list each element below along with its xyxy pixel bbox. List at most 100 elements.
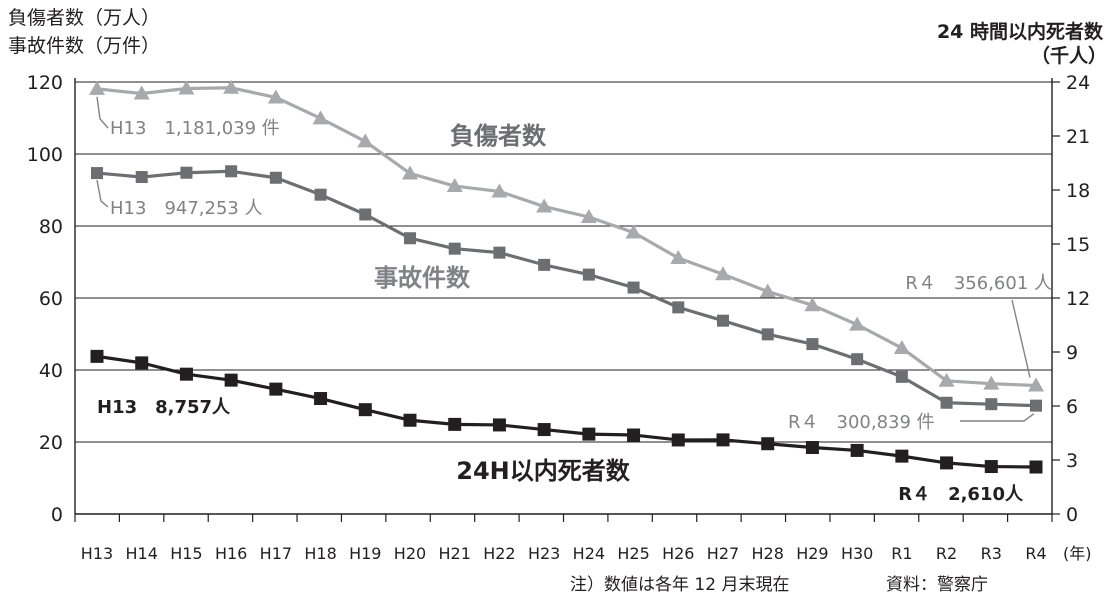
series-line	[96, 169, 1037, 408]
data-point	[91, 167, 103, 180]
data-point	[314, 392, 328, 406]
x-tick-label: H22	[483, 544, 515, 563]
data-point	[761, 328, 774, 341]
y-left-tick-label: 60	[39, 288, 63, 310]
data-point	[135, 356, 149, 370]
x-tick-label: H19	[349, 544, 381, 563]
data-point	[537, 423, 551, 437]
annotation-accidents-start: H13 947,253 人	[110, 198, 263, 219]
y-left-tick-label: 100	[27, 144, 63, 166]
data-point	[493, 246, 506, 259]
y-right-label-line2: （千人）	[1031, 44, 1107, 67]
leader-injured-start	[96, 96, 109, 129]
annotation-deaths-start: H13 8,757人	[97, 397, 231, 418]
data-point	[180, 166, 193, 179]
x-tick-label: R2	[936, 544, 957, 563]
data-point	[1029, 460, 1043, 474]
y-right-label-line1: 24 時間以内死者数	[937, 20, 1104, 43]
data-point	[582, 268, 595, 281]
data-point	[625, 224, 642, 239]
data-point	[984, 460, 998, 474]
x-tick-label: H23	[528, 544, 560, 563]
series-markers	[89, 79, 1044, 474]
x-tick-label: H26	[662, 544, 694, 563]
x-tick-label: H16	[215, 544, 247, 563]
leader-accidents-end	[960, 413, 1035, 422]
x-tick-label: H27	[707, 544, 739, 563]
data-point	[404, 232, 416, 245]
x-tick-label: H14	[126, 544, 158, 563]
data-point	[448, 242, 461, 255]
y-right-tick-label: 12	[1066, 288, 1090, 310]
data-point	[671, 433, 685, 447]
data-point	[133, 85, 150, 100]
x-tick-label: H24	[573, 544, 605, 563]
x-axis-unit: (年)	[1063, 544, 1092, 563]
y-right-tick-label: 0	[1066, 504, 1078, 526]
data-point	[491, 183, 508, 198]
data-point	[983, 375, 1000, 390]
series-label-injured: 負傷者数	[450, 122, 547, 150]
data-point	[895, 449, 909, 463]
y-left-tick-label: 80	[39, 216, 63, 238]
leader-injured-end	[1011, 299, 1031, 378]
data-point	[985, 398, 998, 411]
data-point	[359, 208, 372, 221]
x-tick-label: H30	[841, 544, 873, 563]
data-point	[179, 367, 193, 381]
data-point	[759, 283, 776, 298]
data-point	[1028, 377, 1044, 392]
series-label-deaths: 24H以内死者数	[456, 457, 630, 485]
x-tick-label: R3	[981, 544, 1002, 563]
data-point	[761, 437, 775, 451]
data-point	[850, 443, 864, 457]
y-right-tick-label: 3	[1066, 450, 1078, 472]
data-point	[269, 382, 283, 396]
annotation-injured-end: R４ 356,601 人	[905, 273, 1052, 294]
data-point	[225, 165, 238, 178]
data-point	[582, 427, 596, 441]
annotation-leader-lines	[96, 96, 1035, 422]
y-left-tick-label: 0	[51, 504, 63, 526]
y-left-tick-label: 40	[39, 360, 63, 382]
x-tick-label: H29	[796, 544, 828, 563]
data-point	[580, 209, 597, 223]
axes: 0 20 40 60 80 100 120 0 3 6 9 12 15 18 21 24 H13 H14 H15 H1…	[27, 72, 1090, 563]
annotation-injured-start: H13 1,181,039 件	[110, 118, 280, 139]
data-point	[717, 314, 729, 327]
data-point	[492, 418, 506, 432]
data-point	[1030, 399, 1042, 412]
series-line	[96, 354, 1037, 469]
x-tick-label: H25	[617, 544, 649, 563]
data-point	[267, 89, 284, 104]
data-point	[224, 373, 238, 387]
data-point	[312, 110, 329, 125]
y-left-tick-label: 120	[27, 72, 63, 94]
data-point	[672, 301, 685, 314]
grid-lines	[75, 81, 1052, 443]
y-left-label-line1: 負傷者数（万人）	[8, 7, 160, 29]
y-right-tick-label: 24	[1066, 72, 1090, 94]
data-point	[805, 441, 819, 455]
data-point	[940, 396, 953, 409]
data-point	[893, 340, 910, 355]
x-tick-label: H28	[752, 544, 784, 563]
data-point	[358, 403, 372, 417]
data-point	[135, 171, 148, 184]
data-point	[940, 456, 954, 470]
chart-source: 資料：警察庁	[886, 575, 988, 595]
data-point	[538, 258, 551, 271]
data-point	[804, 297, 821, 312]
data-point	[716, 433, 730, 447]
series-label-accidents: 事故件数	[374, 264, 471, 292]
data-point	[849, 316, 866, 331]
y-left-label-line2: 事故件数（万件）	[8, 35, 160, 57]
series-line	[96, 86, 1037, 388]
data-point	[670, 250, 687, 265]
data-point	[269, 171, 282, 184]
y-right-tick-label: 21	[1066, 126, 1090, 148]
data-point	[402, 165, 418, 180]
x-tick-label: H17	[260, 544, 292, 563]
data-point	[627, 281, 640, 294]
